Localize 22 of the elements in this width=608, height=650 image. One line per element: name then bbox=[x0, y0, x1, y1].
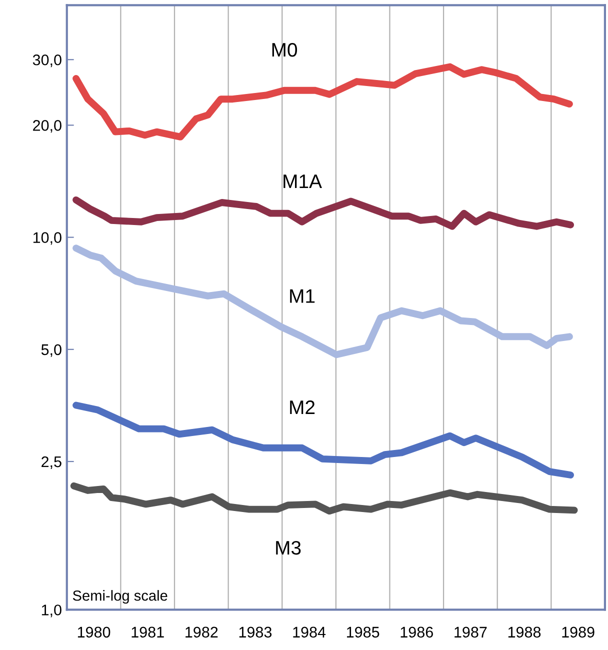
x-tick-label: 1989 bbox=[562, 626, 594, 638]
x-tick-label: 1988 bbox=[508, 626, 541, 638]
x-tick-label: 1987 bbox=[454, 626, 487, 638]
y-tick-label: 2,5 bbox=[42, 456, 62, 469]
y-tick-label: 30,0 bbox=[32, 54, 62, 68]
y-tick-label: 1,0 bbox=[42, 604, 62, 618]
x-tick-label: 1981 bbox=[132, 626, 164, 638]
series-label: M1A bbox=[284, 174, 322, 188]
series-label: M1 bbox=[290, 289, 315, 303]
series-label: M3 bbox=[276, 540, 301, 555]
x-tick-label: 1986 bbox=[400, 626, 433, 638]
y-tick-label: 20,0 bbox=[33, 120, 62, 133]
x-tick-label: 1983 bbox=[239, 626, 272, 638]
annotation: Semi-log scale bbox=[72, 590, 168, 604]
series-label: M0 bbox=[272, 42, 298, 57]
y-tick-label: 10,0 bbox=[33, 232, 62, 245]
x-tick-label: 1980 bbox=[78, 626, 110, 638]
series-label: M2 bbox=[290, 400, 315, 414]
x-tick-label: 1984 bbox=[293, 626, 326, 638]
x-tick-label: 1985 bbox=[346, 626, 380, 638]
y-tick-label: 5,0 bbox=[41, 344, 62, 357]
x-tick-label: 1982 bbox=[186, 626, 218, 638]
